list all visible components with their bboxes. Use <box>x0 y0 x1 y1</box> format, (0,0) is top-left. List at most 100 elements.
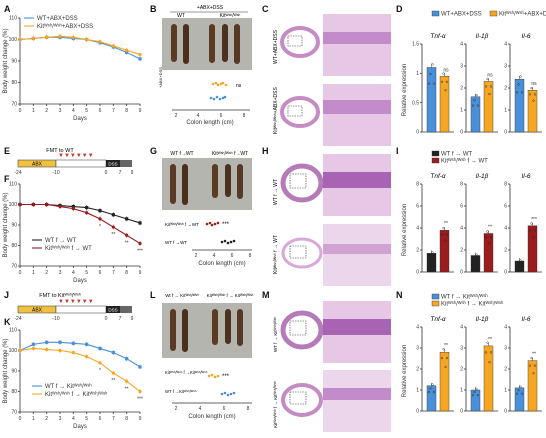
g-tick: 6 <box>231 253 234 259</box>
colon-point <box>223 391 227 395</box>
y-tick-label: 4 <box>504 226 507 232</box>
y-tick-label: 70 <box>11 410 17 416</box>
y-tick-label: 1.5 <box>412 42 419 48</box>
x-tick-label: 8 <box>125 270 128 276</box>
panel-j: FMT to Kitᵂˢʰ/ᵂˢʰ ABX DSS ▼▼▼▼▼▼ -24 -10… <box>14 292 133 322</box>
data-point <box>476 104 480 107</box>
data-point <box>473 391 476 394</box>
x-tick-label: 7 <box>112 270 115 276</box>
data-point <box>138 389 142 394</box>
data-point <box>471 258 475 261</box>
x-tick-label: 0 <box>19 108 22 114</box>
series-line <box>20 203 141 244</box>
g-header-a: WT f→WT <box>170 151 193 157</box>
data-point <box>515 91 519 94</box>
bar <box>470 96 481 133</box>
legend-label: Kitᵂˢʰ/ᵂˢʰ f → WT <box>441 158 488 165</box>
data-point <box>429 387 432 390</box>
data-point <box>488 361 491 364</box>
y-tick-label: 90 <box>11 59 17 65</box>
y-tick-label: 100 <box>9 37 18 43</box>
y-tick-label: 0 <box>504 130 507 136</box>
data-point <box>45 202 49 207</box>
y-tick-label: 90 <box>11 223 17 229</box>
data-point <box>432 82 436 85</box>
gene-title: Il-6 <box>521 173 530 180</box>
data-point <box>488 242 491 245</box>
panel-label-l: L <box>150 290 156 300</box>
data-point <box>138 241 142 246</box>
y-tick-label: 80 <box>11 389 17 395</box>
x-tick-label: 7 <box>112 416 115 422</box>
l-orange-dots <box>207 373 220 379</box>
y-tick-label: 2 <box>460 248 463 254</box>
colon-specimen <box>237 164 243 199</box>
y-tick-label: 1 <box>460 108 463 114</box>
data-point <box>489 236 493 239</box>
colon-point <box>223 95 227 99</box>
data-point <box>444 365 447 368</box>
data-point <box>532 372 535 375</box>
sig-label: *** <box>137 397 143 403</box>
e-arrows: ▼▼▼▼▼▼ <box>58 153 94 159</box>
panel-c: WT+ABX+DSS Kitᵂˢʰ/ᵂˢʰ+ABX+DSS <box>273 14 391 146</box>
x-tick-label: 8 <box>125 108 128 114</box>
data-point <box>125 233 129 237</box>
panel-label-b: B <box>150 4 157 14</box>
y-tick-label: 3 <box>460 346 463 352</box>
b-strip-label: +ABX+DSS <box>158 67 163 88</box>
data-point <box>427 256 431 260</box>
e-end-bar <box>120 160 132 167</box>
h-row2-label: Kitᵂˢʰ/ᵂˢʰ f → WT <box>273 235 279 274</box>
colon-specimen <box>170 164 176 204</box>
data-point <box>85 37 89 42</box>
data-point <box>138 365 142 369</box>
x-tick-label: 5 <box>85 108 88 114</box>
y-tick-label: 4 <box>416 226 419 232</box>
g-colon-specimens <box>170 164 243 205</box>
legend-label: Kitᵂˢʰ/ᵂˢʰ+ABX+DSS <box>499 11 546 18</box>
e-dss-label: DSS <box>108 162 117 167</box>
j-abx-label: ABX <box>32 308 43 314</box>
series-line <box>19 36 141 60</box>
e-tick: 0 <box>105 170 108 176</box>
y-tick-label: 80 <box>11 243 17 249</box>
y-tick-label: 1 <box>460 388 463 394</box>
line-chart-k: 0 1 2 3 4 5 6 7 8 9 70 80 90 100 110 Days Body weight ch… <box>3 328 143 430</box>
y-tick-label: 4 <box>460 325 463 331</box>
data-point <box>445 80 449 83</box>
x-tick-label: 0 <box>19 270 22 276</box>
y-axis-label: Relative expression <box>402 345 408 397</box>
data-point <box>486 77 489 80</box>
bar <box>483 81 494 133</box>
colon-specimen <box>171 24 177 62</box>
y-tick-label: 70 <box>11 264 17 270</box>
data-point <box>440 80 444 83</box>
bar <box>514 78 525 133</box>
colon-specimen <box>234 24 240 64</box>
b-colon-specimens <box>171 24 240 64</box>
legend-swatch <box>431 293 440 300</box>
line-chart-f: 0 1 2 3 4 5 6 7 8 9 70 80 90 100 110 Days Body weight ch… <box>3 182 143 284</box>
colon-point <box>209 96 213 100</box>
bar <box>439 229 450 273</box>
g-black-dots <box>220 239 236 245</box>
b-tick: 8 <box>243 113 246 119</box>
data-point <box>71 207 75 211</box>
legend-swatch <box>431 157 440 164</box>
e-dss-bar <box>106 160 120 167</box>
c-row2-label: Kitᵂˢʰ/ᵂˢʰ+ABX+DSS <box>273 87 279 134</box>
data-point <box>445 356 449 360</box>
l-row2-label: WT f →Kitᵂˢʰ/ᵂˢʰ <box>165 389 197 394</box>
j-tick: -24 <box>14 316 21 322</box>
colon-point <box>221 81 225 85</box>
l-tick: 8 <box>247 406 250 412</box>
colon-point <box>232 239 236 243</box>
y-tick-label: 0 <box>460 409 463 415</box>
data-point <box>515 262 519 265</box>
data-point <box>442 227 445 230</box>
bar <box>483 233 494 273</box>
j-tick: -10 <box>52 316 59 322</box>
data-point <box>85 355 89 359</box>
